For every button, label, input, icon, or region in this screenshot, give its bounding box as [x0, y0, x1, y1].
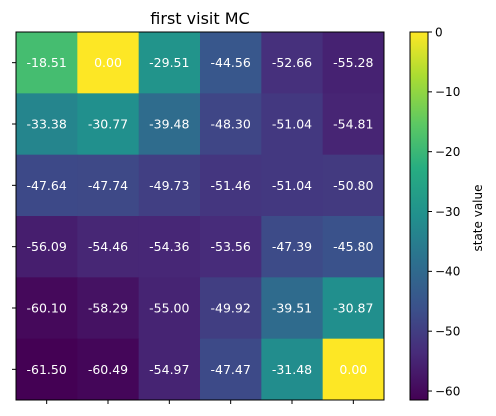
cell-value-label: -30.77	[88, 117, 128, 132]
cell-value-label: -50.80	[333, 178, 373, 193]
cell-value-label: -60.10	[27, 301, 67, 316]
heatmap-cell	[77, 277, 140, 340]
heatmap-cell	[138, 277, 201, 340]
cell-value-label: -49.92	[211, 301, 251, 316]
colorbar-tick-label: −30	[435, 205, 460, 219]
cell-value-label: -51.04	[272, 117, 312, 132]
heatmap-cell	[16, 93, 78, 156]
heatmap-cell	[138, 216, 201, 278]
cell-value-label: -30.87	[333, 301, 373, 316]
cell-value-label: -31.48	[272, 362, 312, 377]
cell-value-label: -49.73	[149, 178, 189, 193]
cell-value-label: -39.48	[149, 117, 189, 132]
heatmap-cell	[77, 338, 140, 401]
colorbar-tick-label: 0	[435, 25, 443, 39]
cell-value-label: -44.56	[211, 55, 251, 70]
heatmap-cell	[16, 32, 78, 94]
heatmap-cell	[16, 216, 78, 278]
plot-frame	[15, 31, 385, 401]
colorbar: 0 −10 −20 −30 −40 −50 −60	[409, 25, 460, 401]
heatmap-cell	[322, 32, 385, 94]
heatmap-cell	[16, 338, 78, 401]
cell-value-label: -45.80	[333, 239, 373, 254]
heatmap-cell	[261, 277, 324, 340]
colorbar-tick-label: −10	[435, 85, 460, 99]
heatmap-cell	[322, 216, 385, 278]
cell-value-label: -58.29	[88, 301, 128, 316]
cell-value-label: -54.81	[333, 117, 373, 132]
heatmap-cell	[261, 154, 324, 217]
heatmap-cell	[322, 93, 385, 156]
cell-value-label: -39.51	[272, 301, 312, 316]
cell-value-label: -60.49	[88, 362, 128, 377]
colorbar-tick-label: −40	[435, 265, 460, 279]
heatmap-cell	[77, 154, 140, 217]
cell-value-label: -51.46	[211, 178, 251, 193]
cell-value-label: 0.00	[94, 55, 122, 70]
heatmap-cell	[138, 338, 201, 401]
heatmap-cell	[77, 216, 140, 278]
colorbar-label: state value	[471, 185, 485, 252]
colorbar-tick-label: −20	[435, 145, 460, 159]
heatmap-cell	[261, 93, 324, 156]
cell-value-label: -29.51	[149, 55, 189, 70]
cell-value-label: -54.36	[149, 239, 189, 254]
heatmap-cell	[322, 338, 385, 401]
heatmap-cell	[200, 216, 262, 278]
cell-value-label: -51.04	[272, 178, 312, 193]
heatmap-cell	[138, 154, 201, 217]
cell-value-label: -52.66	[272, 55, 312, 70]
heatmap-cell	[77, 32, 140, 94]
heatmap-axes	[12, 31, 385, 404]
cell-value-label: -56.09	[27, 239, 67, 254]
cell-value-label: -53.56	[211, 239, 251, 254]
cell-value-label: -54.97	[149, 362, 189, 377]
colorbar-tick-label: −60	[435, 384, 460, 398]
heatmap-cell	[261, 216, 324, 278]
heatmap-cell	[322, 154, 385, 217]
heatmap-cell	[16, 277, 78, 340]
colorbar-gradient	[410, 32, 428, 400]
heatmap-cell	[200, 32, 262, 94]
cell-value-label: 0.00	[339, 362, 367, 377]
heatmap-cell	[200, 154, 262, 217]
cell-value-label: -48.30	[211, 117, 251, 132]
heatmap-cell	[16, 154, 78, 217]
heatmap-cell	[261, 338, 324, 401]
cell-value-label: -55.28	[333, 55, 373, 70]
heatmap-cell	[322, 277, 385, 340]
heatmap-grid: -18.51 0.00 -29.51 -44.56 -52.66 -55.28 -33.38…	[16, 32, 385, 401]
colorbar-frame	[409, 31, 429, 401]
chart-title: first visit MC	[150, 9, 249, 28]
heatmap-cell	[138, 32, 201, 94]
cell-value-label: -18.51	[27, 55, 67, 70]
heatmap-cell	[77, 93, 140, 156]
colorbar-tick-label: −50	[435, 324, 460, 338]
cell-value-label: -55.00	[149, 301, 189, 316]
cell-value-label: -47.64	[27, 178, 67, 193]
cell-value-label: -47.39	[272, 239, 312, 254]
cell-value-label: -33.38	[27, 117, 67, 132]
cell-value-label: -61.50	[27, 362, 67, 377]
heatmap-cell	[200, 93, 262, 156]
heatmap-cell	[138, 93, 201, 156]
heatmap-cell	[261, 32, 324, 94]
heatmap-cell	[200, 277, 262, 340]
cell-value-label: -47.47	[211, 362, 251, 377]
cell-value-label: -47.74	[88, 178, 128, 193]
cell-value-label: -54.46	[88, 239, 128, 254]
heatmap-cell	[200, 338, 262, 401]
